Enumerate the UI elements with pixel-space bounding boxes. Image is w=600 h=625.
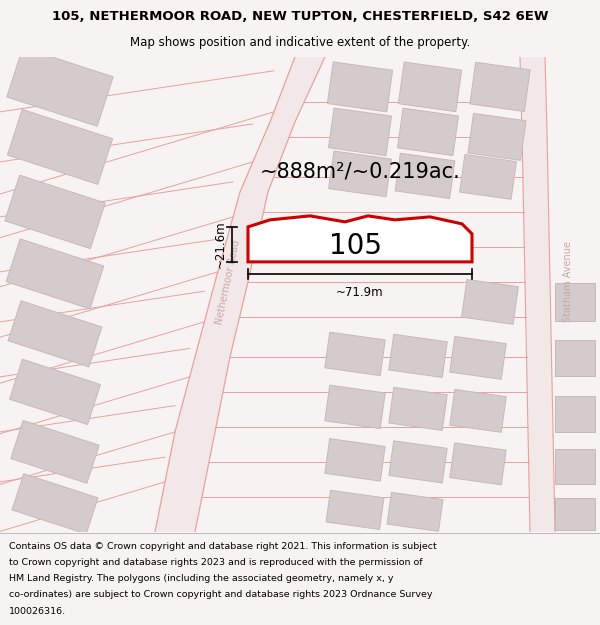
Polygon shape	[397, 108, 458, 156]
Polygon shape	[555, 449, 595, 484]
Polygon shape	[6, 239, 104, 309]
Polygon shape	[461, 279, 518, 324]
Polygon shape	[325, 439, 385, 481]
Polygon shape	[460, 154, 517, 199]
Polygon shape	[12, 474, 98, 534]
Text: 100026316.: 100026316.	[9, 606, 66, 616]
Text: Nethermoor Road: Nethermoor Road	[214, 239, 242, 325]
Text: 105, NETHERMOOR ROAD, NEW TUPTON, CHESTERFIELD, S42 6EW: 105, NETHERMOOR ROAD, NEW TUPTON, CHESTE…	[52, 11, 548, 23]
Polygon shape	[389, 388, 447, 431]
Text: Statham Avenue: Statham Avenue	[563, 241, 573, 322]
Polygon shape	[398, 62, 461, 112]
Polygon shape	[325, 385, 385, 429]
Polygon shape	[326, 490, 384, 529]
Polygon shape	[555, 340, 595, 376]
Polygon shape	[470, 62, 530, 111]
Text: ~21.6m: ~21.6m	[214, 221, 227, 268]
Text: HM Land Registry. The polygons (including the associated geometry, namely x, y: HM Land Registry. The polygons (includin…	[9, 574, 394, 583]
Polygon shape	[389, 334, 447, 378]
Polygon shape	[389, 441, 447, 483]
Polygon shape	[248, 216, 472, 262]
Polygon shape	[10, 359, 100, 424]
Polygon shape	[11, 421, 99, 483]
Polygon shape	[329, 151, 391, 197]
Polygon shape	[555, 498, 595, 530]
Polygon shape	[450, 389, 506, 432]
Polygon shape	[325, 332, 385, 376]
Text: to Crown copyright and database rights 2023 and is reproduced with the permissio: to Crown copyright and database rights 2…	[9, 558, 422, 567]
Polygon shape	[555, 283, 595, 321]
Polygon shape	[555, 396, 595, 432]
Polygon shape	[450, 336, 506, 379]
Polygon shape	[155, 57, 325, 532]
Polygon shape	[7, 48, 113, 126]
Text: Map shows position and indicative extent of the property.: Map shows position and indicative extent…	[130, 36, 470, 49]
Polygon shape	[387, 492, 443, 531]
Polygon shape	[468, 113, 526, 161]
Polygon shape	[8, 301, 102, 367]
Polygon shape	[328, 108, 392, 156]
Polygon shape	[328, 62, 392, 112]
Text: Contains OS data © Crown copyright and database right 2021. This information is : Contains OS data © Crown copyright and d…	[9, 542, 437, 551]
Text: 105: 105	[329, 232, 382, 260]
Text: ~888m²/~0.219ac.: ~888m²/~0.219ac.	[260, 162, 460, 182]
Polygon shape	[5, 175, 105, 249]
Polygon shape	[520, 57, 555, 532]
Text: co-ordinates) are subject to Crown copyright and database rights 2023 Ordnance S: co-ordinates) are subject to Crown copyr…	[9, 590, 433, 599]
Polygon shape	[450, 443, 506, 485]
Polygon shape	[395, 153, 455, 199]
Polygon shape	[7, 109, 113, 184]
Text: ~71.9m: ~71.9m	[336, 286, 384, 299]
